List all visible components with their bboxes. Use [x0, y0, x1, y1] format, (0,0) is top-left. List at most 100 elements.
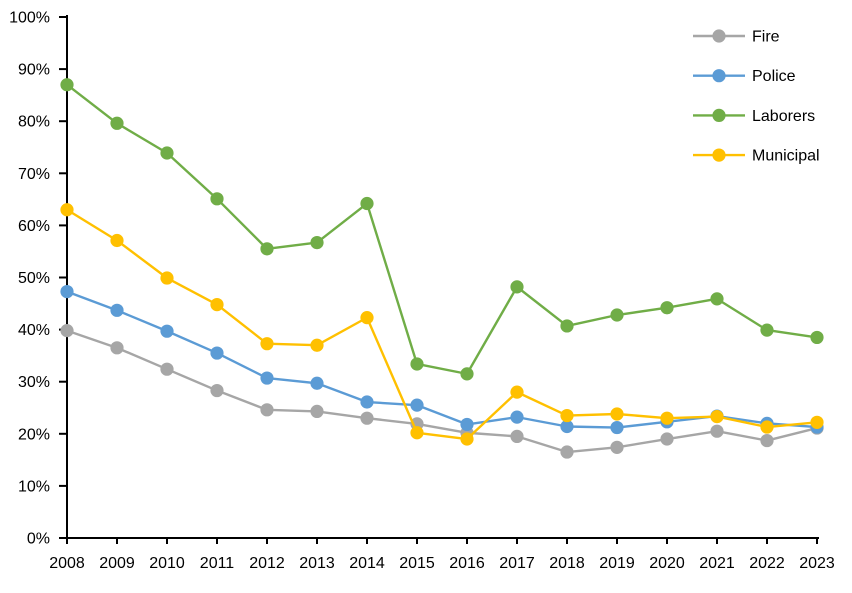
data-point-laborers-2019 [610, 308, 624, 322]
x-tick-label: 2021 [699, 555, 735, 572]
data-point-laborers-2023 [810, 330, 824, 345]
series-line-police [65, 290, 819, 429]
x-tick-label: 2008 [49, 555, 85, 572]
legend-marker-dot [712, 69, 726, 83]
data-point-police-2015 [410, 398, 424, 412]
data-point-laborers-2015 [410, 357, 424, 371]
x-tick-label: 2012 [249, 555, 285, 572]
x-tick-label: 2011 [200, 555, 235, 572]
y-tick-label: 70% [18, 166, 50, 183]
series-police [60, 284, 824, 435]
legend-item-municipal: Municipal [693, 148, 820, 165]
y-tick-label: 90% [18, 62, 50, 79]
data-point-police-2008 [60, 284, 74, 299]
x-tick-label: 2018 [549, 555, 585, 572]
data-point-municipal-2023 [810, 415, 824, 429]
data-point-municipal-2008 [60, 203, 74, 217]
y-tick-label: 50% [18, 270, 50, 287]
series-municipal [60, 203, 824, 446]
x-tick-label: 2019 [599, 555, 635, 572]
series-line-laborers [65, 83, 819, 376]
series-line-fire [65, 329, 819, 454]
data-point-laborers-2013 [310, 235, 324, 250]
x-tick-label: 2009 [99, 555, 135, 572]
data-point-police-2009 [110, 303, 124, 317]
data-point-municipal-2022 [760, 420, 774, 434]
y-tick-label: 30% [18, 374, 50, 391]
data-point-fire-2012 [260, 403, 274, 417]
legend-marker-dot [712, 148, 726, 162]
legend-label: Police [752, 68, 796, 85]
data-point-laborers-2022 [760, 323, 774, 337]
y-tick-label: 80% [18, 114, 50, 131]
data-point-municipal-2010 [160, 271, 174, 285]
data-point-fire-2018 [560, 445, 574, 459]
x-tick-label: 2014 [349, 555, 385, 572]
data-point-municipal-2016 [460, 432, 474, 446]
data-point-laborers-2016 [460, 367, 474, 381]
data-point-fire-2014 [360, 411, 374, 425]
legend-label: Laborers [752, 108, 815, 125]
data-point-laborers-2008 [60, 78, 74, 92]
data-point-municipal-2017 [510, 385, 524, 399]
legend-marker-dot [712, 29, 726, 43]
series-fire [60, 324, 824, 459]
data-point-laborers-2021 [710, 292, 724, 306]
data-point-municipal-2011 [210, 297, 224, 312]
x-tick-label: 2017 [499, 555, 535, 572]
legend-marker-dot [712, 108, 726, 122]
data-point-fire-2010 [160, 362, 174, 376]
y-tick-label: 100% [9, 10, 50, 27]
data-point-laborers-2018 [560, 319, 574, 333]
x-tick-label: 2022 [749, 555, 785, 572]
legend: Fire Police Laborers Municipal [693, 29, 820, 165]
data-point-municipal-2013 [310, 338, 324, 352]
y-tick-label: 10% [18, 478, 50, 495]
x-tick-label: 2010 [149, 555, 185, 572]
data-point-police-2019 [610, 420, 624, 435]
x-tick-label: 2013 [299, 555, 335, 572]
data-point-police-2013 [310, 376, 324, 390]
y-tick-label: 20% [18, 426, 50, 443]
x-tick-label: 2016 [449, 555, 485, 572]
data-point-police-2017 [510, 410, 524, 424]
x-tick-label: 2015 [399, 555, 435, 572]
data-point-police-2016 [460, 417, 474, 432]
data-point-fire-2019 [610, 440, 624, 454]
series-line-municipal [65, 208, 819, 441]
data-point-police-2011 [210, 346, 224, 360]
legend-label: Municipal [752, 148, 820, 165]
legend-item-fire: Fire [693, 29, 780, 46]
series-laborers [60, 78, 824, 381]
data-point-laborers-2014 [360, 196, 374, 211]
data-point-laborers-2020 [660, 301, 674, 315]
data-point-fire-2008 [60, 324, 74, 338]
data-point-municipal-2019 [610, 407, 624, 421]
data-point-laborers-2017 [510, 280, 524, 294]
data-point-fire-2021 [710, 424, 724, 438]
x-tick-label: 2023 [799, 555, 835, 572]
legend-label: Fire [752, 29, 780, 46]
y-tick-label: 40% [18, 322, 50, 339]
legend-item-police: Police [693, 68, 796, 85]
data-point-police-2018 [560, 419, 574, 434]
data-point-fire-2020 [660, 432, 674, 446]
data-point-police-2010 [160, 324, 174, 338]
data-point-municipal-2021 [710, 410, 724, 424]
data-point-municipal-2009 [110, 233, 124, 248]
y-tick-label: 60% [18, 218, 50, 235]
data-point-municipal-2020 [660, 411, 674, 425]
data-point-municipal-2018 [560, 408, 574, 423]
data-point-fire-2013 [310, 404, 324, 418]
data-point-fire-2009 [110, 341, 124, 355]
data-point-municipal-2012 [260, 337, 274, 351]
legend-item-laborers: Laborers [693, 108, 815, 125]
data-point-municipal-2014 [360, 311, 374, 325]
data-point-laborers-2012 [260, 242, 274, 256]
data-point-police-2014 [360, 395, 374, 409]
data-point-fire-2022 [760, 433, 774, 448]
data-point-police-2012 [260, 371, 274, 385]
data-point-fire-2017 [510, 429, 524, 444]
